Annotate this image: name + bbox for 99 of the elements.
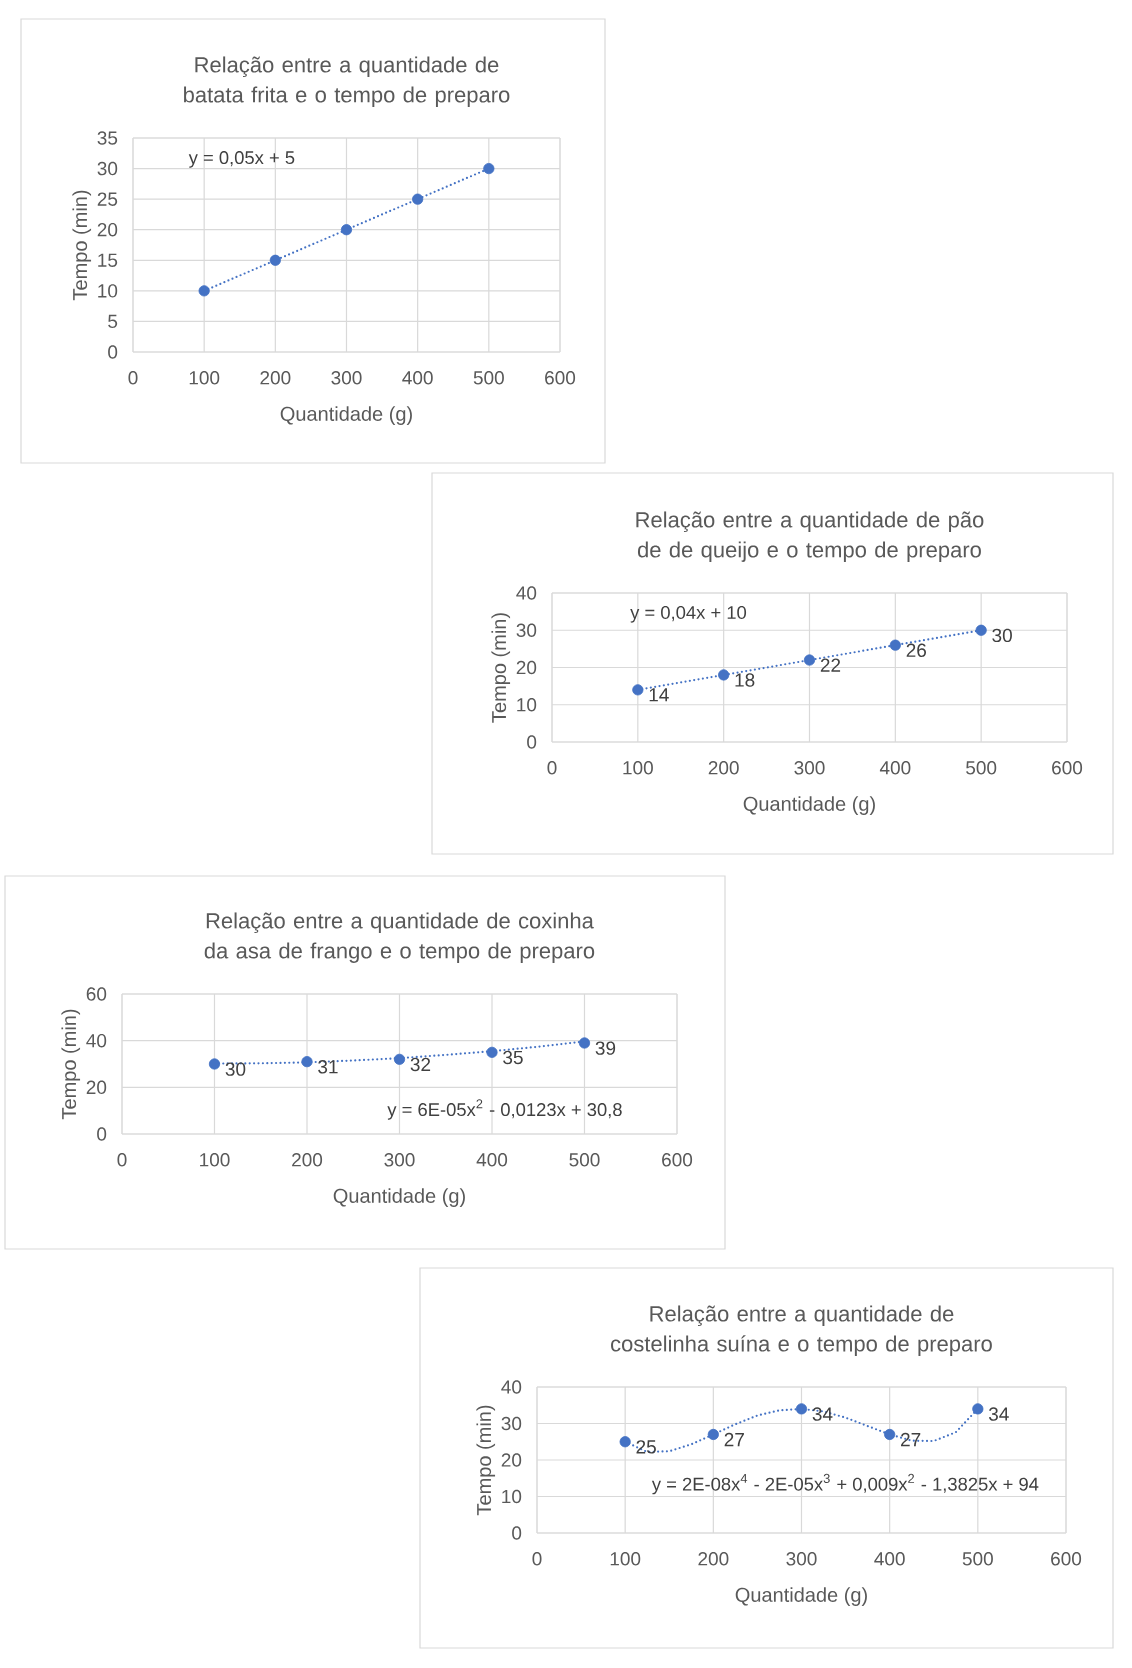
point xyxy=(483,162,495,175)
data-label: 39 xyxy=(595,1041,616,1055)
x-tick-label: 200 xyxy=(708,761,739,775)
x-tick-label: 100 xyxy=(189,371,220,385)
data-label: 30 xyxy=(225,1062,246,1076)
y-axis-title: Tempo (min) xyxy=(476,1405,496,1516)
y-tick-label: 20 xyxy=(501,1453,522,1467)
point xyxy=(632,684,644,696)
y-tick-label: 10 xyxy=(502,1489,522,1504)
point xyxy=(889,639,901,651)
x-tick-label: 0 xyxy=(547,761,557,775)
y-tick-label: 0 xyxy=(97,1127,107,1141)
x-tick-label: 200 xyxy=(260,371,291,385)
x-tick-label: 400 xyxy=(402,371,433,385)
annotation: y = 6E-05x$^{2}$ - 0,0123x + 30,8 xyxy=(387,1099,622,1120)
y-axis-title: Tempo (min) xyxy=(61,1009,81,1120)
y-tick-label: 40 xyxy=(501,1380,522,1394)
point xyxy=(269,254,281,266)
x-tick-label: 500 xyxy=(962,1552,993,1566)
point xyxy=(208,1058,221,1070)
data-label: 14 xyxy=(649,688,669,702)
y-tick-label: 30 xyxy=(97,161,118,176)
x-tick-label: 300 xyxy=(786,1552,817,1566)
y-tick-label: 20 xyxy=(516,660,537,675)
x-tick-label: 400 xyxy=(874,1552,905,1566)
y-tick-label: 30 xyxy=(516,623,537,637)
x-tick-label: 600 xyxy=(662,1153,693,1167)
x-axis-title: Quantidade (g) xyxy=(333,1188,465,1207)
data-label: 32 xyxy=(410,1057,431,1072)
point xyxy=(795,1403,808,1415)
point xyxy=(619,1436,631,1448)
x-tick-label: 400 xyxy=(879,761,911,775)
chart-title: Relação entre a quantidade de pão de de queijo e o tempo de preparo xyxy=(636,511,984,562)
chart-title: Relação entre a quantidade de costelinha suína e o tempo de preparo xyxy=(611,1305,992,1356)
y-tick-label: 15 xyxy=(98,253,118,267)
point xyxy=(707,1428,719,1441)
x-tick-label: 100 xyxy=(623,761,653,775)
point xyxy=(803,654,816,666)
x-axis-title: Quantidade (g) xyxy=(280,406,412,425)
point xyxy=(975,624,987,636)
x-tick-label: 100 xyxy=(200,1153,230,1167)
x-tick-label: 600 xyxy=(545,371,576,385)
data-label: 31 xyxy=(318,1060,338,1074)
x-axis-title: Quantidade (g) xyxy=(735,1587,867,1606)
annotation: y = 2E-08x$^{4}$ - 2E-05x$^{3}$ + 0,009x$^{2}$ - 1,3825x + 94 xyxy=(651,1473,1039,1495)
data-label: 34 xyxy=(812,1407,833,1421)
y-tick-label: 30 xyxy=(501,1416,522,1431)
x-tick-label: 400 xyxy=(476,1153,508,1167)
data-label: 27 xyxy=(724,1432,744,1447)
x-tick-label: 500 xyxy=(473,371,504,385)
y-tick-label: 5 xyxy=(108,314,118,329)
point xyxy=(578,1037,591,1049)
y-axis-title: Tempo (min) xyxy=(491,613,511,723)
y-axis-title: Tempo (min) xyxy=(72,190,92,301)
y-tick-label: 40 xyxy=(86,1033,107,1048)
x-tick-label: 600 xyxy=(1051,1552,1082,1566)
point xyxy=(972,1403,984,1415)
point xyxy=(393,1053,406,1065)
chart-title: Relação entre a quantidade de batata frita e o tempo de preparo xyxy=(184,56,510,107)
data-label: 25 xyxy=(636,1440,656,1454)
annotation: y = 0,04x + 10 xyxy=(630,605,747,623)
x-tick-label: 200 xyxy=(698,1552,729,1566)
point xyxy=(486,1046,498,1058)
x-tick-label: 0 xyxy=(128,371,138,385)
x-tick-label: 100 xyxy=(610,1552,641,1566)
x-tick-label: 200 xyxy=(292,1153,323,1167)
y-tick-label: 20 xyxy=(86,1080,107,1095)
point xyxy=(718,669,730,681)
x-tick-label: 500 xyxy=(966,761,997,775)
data-label: 34 xyxy=(988,1407,1009,1421)
annotation: y = 0,05x + 5 xyxy=(188,151,295,168)
y-tick-label: 25 xyxy=(97,192,118,206)
point xyxy=(301,1056,313,1068)
x-tick-label: 500 xyxy=(569,1153,600,1167)
data-label: 22 xyxy=(820,658,841,672)
chart-title: Relação entre a quantidade de coxinha da asa de frango e o tempo de preparo xyxy=(204,912,595,963)
x-tick-label: 300 xyxy=(794,761,825,775)
y-tick-label: 60 xyxy=(86,987,107,1001)
x-tick-label: 300 xyxy=(331,371,362,385)
x-tick-label: 300 xyxy=(384,1153,415,1167)
y-tick-label: 10 xyxy=(98,284,118,298)
y-tick-label: 0 xyxy=(527,735,537,749)
x-tick-label: 0 xyxy=(117,1153,127,1167)
data-label: 26 xyxy=(906,643,927,658)
y-tick-label: 10 xyxy=(517,698,537,712)
point xyxy=(340,224,353,236)
y-tick-label: 0 xyxy=(108,345,118,359)
data-label: 30 xyxy=(992,628,1012,643)
point xyxy=(198,285,210,297)
point xyxy=(884,1428,896,1441)
point xyxy=(412,193,424,205)
y-tick-label: 0 xyxy=(512,1526,522,1540)
data-label: 27 xyxy=(901,1432,921,1447)
data-label: 18 xyxy=(735,673,755,687)
x-tick-label: 600 xyxy=(1052,761,1083,775)
x-axis-title: Quantidade (g) xyxy=(743,796,875,815)
y-tick-label: 40 xyxy=(516,586,537,600)
y-tick-label: 20 xyxy=(97,222,118,237)
y-tick-label: 35 xyxy=(97,131,118,145)
